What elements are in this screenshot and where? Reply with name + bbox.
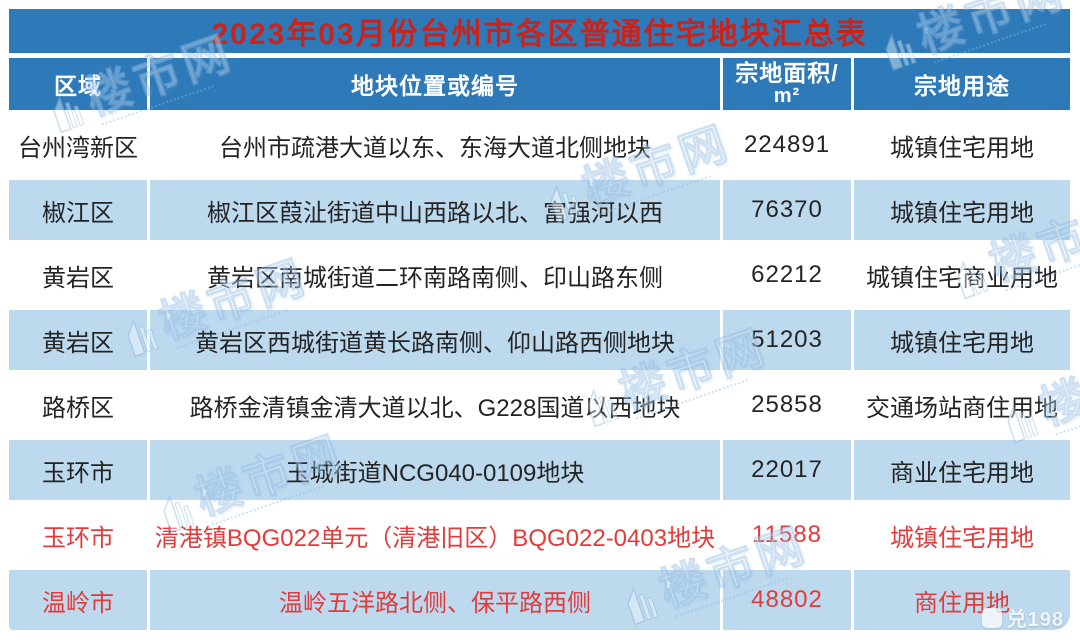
- cell-region: 玉环市: [9, 505, 147, 565]
- table-row: 椒江区 椒江区葭沚街道中山西路以北、富强河以西 76370 城镇住宅用地: [9, 180, 1071, 240]
- cell-area: 25858: [723, 375, 851, 435]
- cell-region: 台州湾新区: [9, 115, 147, 175]
- cell-usage: 城镇住宅用地: [854, 310, 1071, 370]
- cell-location: 路桥金清镇金清大道以北、G228国道以西地块: [150, 375, 720, 435]
- land-parcel-table: 2023年03月份台州市各区普通住宅地块汇总表 区域 地块位置或编号 宗地面积/…: [6, 4, 1073, 635]
- table-row: 玉环市 清港镇BQG022单元（清港旧区）BQG022-0403地块 11588…: [9, 505, 1071, 565]
- cell-usage: 城镇住宅用地: [854, 505, 1071, 565]
- column-header-area: 宗地面积/ m²: [723, 58, 851, 110]
- cell-region: 黄岩区: [9, 310, 147, 370]
- cell-location: 黄岩区南城街道二环南路南侧、印山路东侧: [150, 245, 720, 305]
- table-title: 2023年03月份台州市各区普通住宅地块汇总表: [9, 9, 1071, 53]
- cell-area: 62212: [723, 245, 851, 305]
- cell-usage: 城镇住宅商业用地: [854, 245, 1071, 305]
- cell-area: 51203: [723, 310, 851, 370]
- cell-area: 224891: [723, 115, 851, 175]
- cell-region: 路桥区: [9, 375, 147, 435]
- cell-location: 温岭五洋路北侧、保平路西侧: [150, 570, 720, 630]
- cell-location: 椒江区葭沚街道中山西路以北、富强河以西: [150, 180, 720, 240]
- table-row: 路桥区 路桥金清镇金清大道以北、G228国道以西地块 25858 交通场站商住用…: [9, 375, 1071, 435]
- cell-area: 48802: [723, 570, 851, 630]
- cell-usage: 商业住宅用地: [854, 440, 1071, 500]
- table-row: 黄岩区 黄岩区南城街道二环南路南侧、印山路东侧 62212 城镇住宅商业用地: [9, 245, 1071, 305]
- cell-region: 玉环市: [9, 440, 147, 500]
- cell-location: 黄岩区西城街道黄长路南侧、仰山路西侧地块: [150, 310, 720, 370]
- table-row: 温岭市 温岭五洋路北侧、保平路西侧 48802 商住用地: [9, 570, 1071, 630]
- cell-area: 76370: [723, 180, 851, 240]
- cell-area: 22017: [723, 440, 851, 500]
- column-header-area-line2: m²: [773, 85, 801, 107]
- cell-usage: 交通场站商住用地: [854, 375, 1071, 435]
- column-header-area-line1: 宗地面积/: [735, 60, 839, 86]
- cell-area: 11588: [723, 505, 851, 565]
- cell-location: 玉城街道NCG040-0109地块: [150, 440, 720, 500]
- cell-location: 清港镇BQG022单元（清港旧区）BQG022-0403地块: [150, 505, 720, 565]
- column-header-location: 地块位置或编号: [150, 58, 720, 110]
- title-row: 2023年03月份台州市各区普通住宅地块汇总表: [9, 9, 1071, 53]
- table-header-row: 区域 地块位置或编号 宗地面积/ m² 宗地用途: [9, 58, 1071, 110]
- cell-region: 温岭市: [9, 570, 147, 630]
- table-row: 黄岩区 黄岩区西城街道黄长路南侧、仰山路西侧地块 51203 城镇住宅用地: [9, 310, 1071, 370]
- cell-region: 椒江区: [9, 180, 147, 240]
- table-row: 台州湾新区 台州市疏港大道以东、东海大道北侧地块 224891 城镇住宅用地: [9, 115, 1071, 175]
- cell-region: 黄岩区: [9, 245, 147, 305]
- column-header-usage: 宗地用途: [854, 58, 1071, 110]
- cell-usage: 商住用地: [854, 570, 1071, 630]
- column-header-region: 区域: [9, 58, 147, 110]
- cell-usage: 城镇住宅用地: [854, 180, 1071, 240]
- cell-location: 台州市疏港大道以东、东海大道北侧地块: [150, 115, 720, 175]
- cell-usage: 城镇住宅用地: [854, 115, 1071, 175]
- table-row: 玉环市 玉城街道NCG040-0109地块 22017 商业住宅用地: [9, 440, 1071, 500]
